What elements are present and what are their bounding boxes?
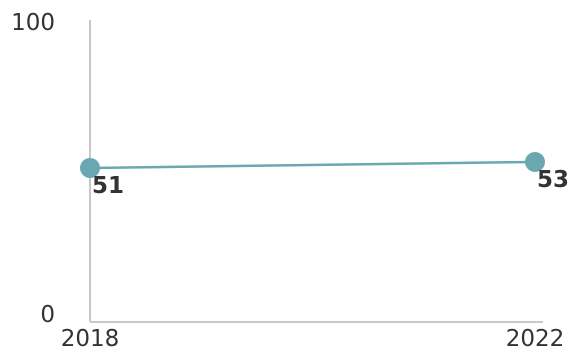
data-label-2022: 53 <box>537 167 569 193</box>
data-label-2018: 51 <box>92 173 124 199</box>
x-tick-label-2018: 2018 <box>61 326 120 350</box>
y-tick-label-0: 0 <box>40 302 55 328</box>
series <box>80 151 545 178</box>
x-tick-label-2022: 2022 <box>506 326 565 350</box>
labels: 51 53 <box>92 167 569 199</box>
axes: 0 100 2018 2022 <box>11 10 565 352</box>
data-point-2022 <box>525 151 545 172</box>
data-point-2018 <box>80 157 100 178</box>
y-tick-label-100: 100 <box>11 10 55 36</box>
series-line-0 <box>89 160 536 170</box>
